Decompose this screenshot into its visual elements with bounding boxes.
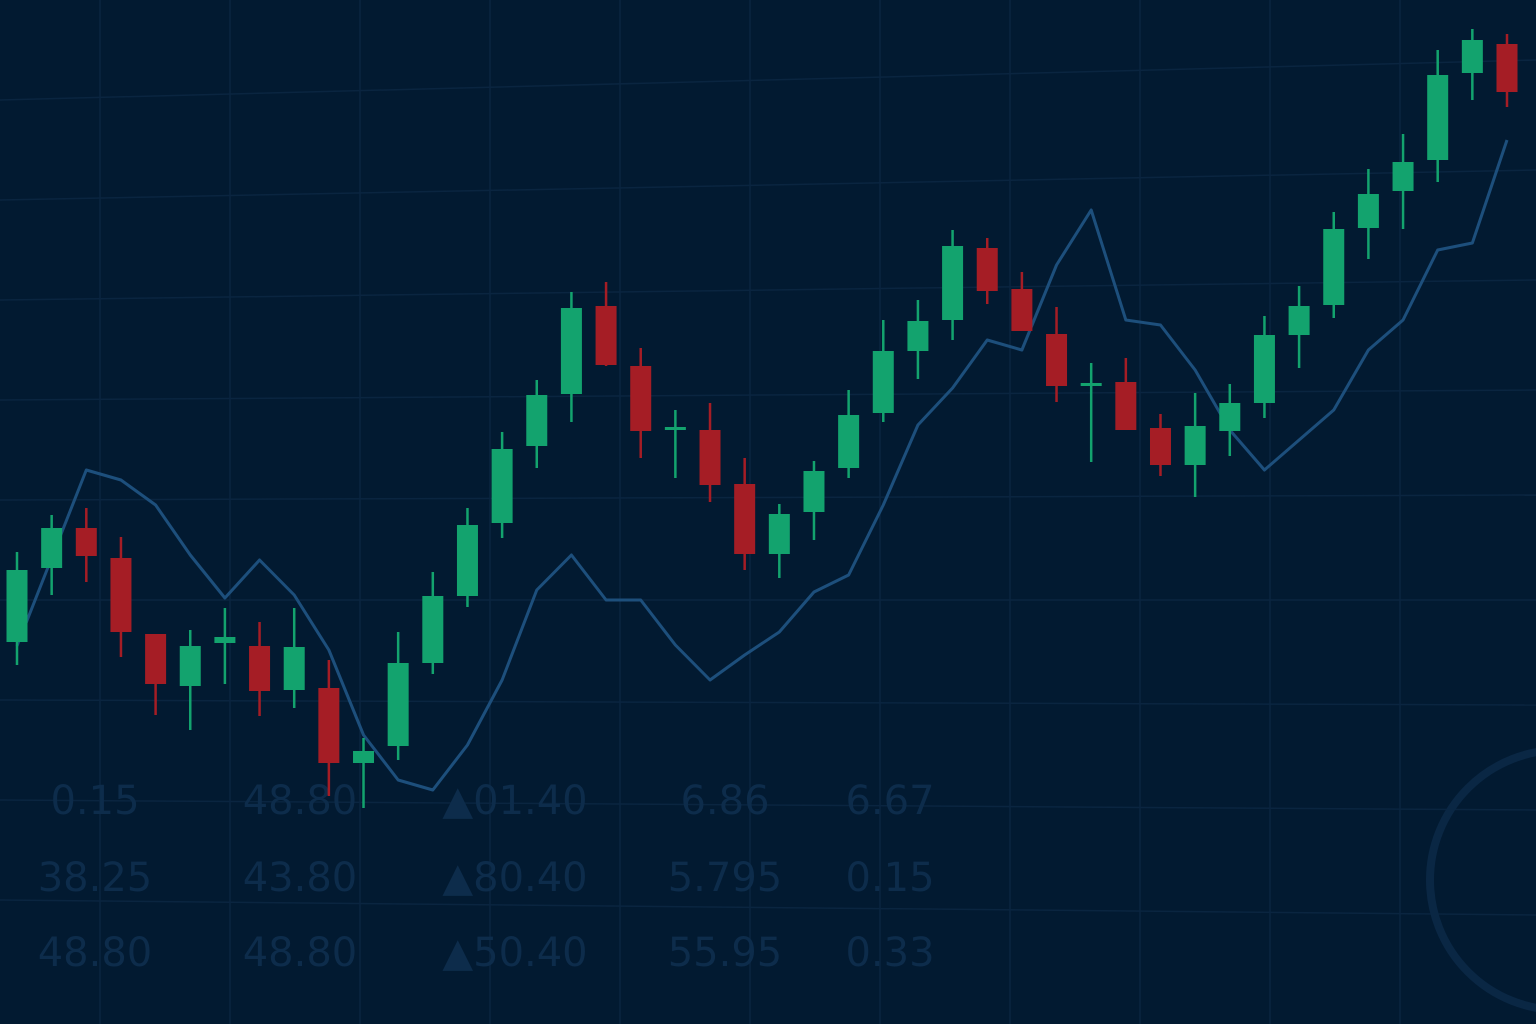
candle-body — [387, 663, 409, 746]
ticker-value: 48.80 — [243, 930, 358, 976]
ticker-value: 0.15 — [845, 855, 934, 901]
candle-body — [838, 415, 860, 468]
candle-body — [560, 308, 582, 394]
candle-body — [422, 596, 444, 663]
candle-body — [768, 514, 790, 554]
candle-body — [664, 427, 686, 430]
ticker-value: 38.25 — [38, 855, 153, 901]
candle-body — [1461, 40, 1483, 73]
candle-body — [1357, 194, 1379, 228]
candle-body — [595, 306, 617, 365]
candle-body — [145, 634, 167, 684]
ticker-value: 48.80 — [243, 778, 358, 824]
candle-body — [699, 430, 721, 485]
candle-body — [976, 248, 998, 291]
candle-body — [6, 570, 28, 642]
ticker-value: 6.86 — [680, 778, 769, 824]
candle-body — [75, 528, 97, 556]
candle-body — [318, 688, 340, 763]
candle-body — [1427, 75, 1449, 160]
moving-average-line — [15, 139, 1509, 792]
ticker-value: 43.80 — [243, 855, 358, 901]
candle-body — [249, 646, 271, 691]
candle-body — [1149, 428, 1171, 465]
ticker-value: ▲01.40 — [442, 778, 587, 824]
candle-body — [803, 471, 825, 512]
ticker-value: ▲80.40 — [442, 855, 587, 901]
candle-body — [1253, 335, 1275, 403]
candle-body — [1392, 162, 1414, 191]
ticker-value: 6.67 — [845, 778, 934, 824]
candle-body — [630, 366, 652, 431]
candle-body — [110, 558, 132, 632]
candle-body — [1080, 383, 1102, 386]
ticker-value: 0.15 — [50, 778, 139, 824]
candle-body — [907, 321, 929, 351]
candle-body — [526, 395, 548, 446]
ticker-table: 0.15 48.80 ▲01.40 6.86 6.67 38.25 43.80 ▲80.40 5… — [38, 778, 935, 976]
ticker-value: 5.795 — [668, 855, 783, 901]
candle-body — [942, 246, 964, 320]
candle-body — [456, 525, 478, 596]
candle-body — [179, 646, 201, 686]
candle-body — [353, 751, 375, 763]
ticker-value: 55.95 — [668, 930, 783, 976]
candle-body — [1323, 229, 1345, 305]
candle-body — [41, 528, 63, 568]
ticker-value: 0.33 — [845, 930, 934, 976]
candle-body — [734, 484, 756, 554]
ticker-value: 48.80 — [38, 930, 153, 976]
candle-body — [872, 351, 894, 413]
candle-body — [1011, 289, 1033, 331]
candle-body — [1115, 382, 1137, 430]
candle-body — [283, 647, 305, 690]
candle-body — [1219, 403, 1241, 431]
candle-body — [1046, 334, 1068, 386]
candle-body — [1288, 306, 1310, 335]
candle-body — [1184, 426, 1206, 465]
ticker-value: ▲50.40 — [442, 930, 587, 976]
candle-body — [1496, 44, 1518, 92]
candle-body — [214, 637, 236, 643]
candle-body — [491, 449, 513, 523]
decor-ring — [1426, 748, 1536, 1012]
